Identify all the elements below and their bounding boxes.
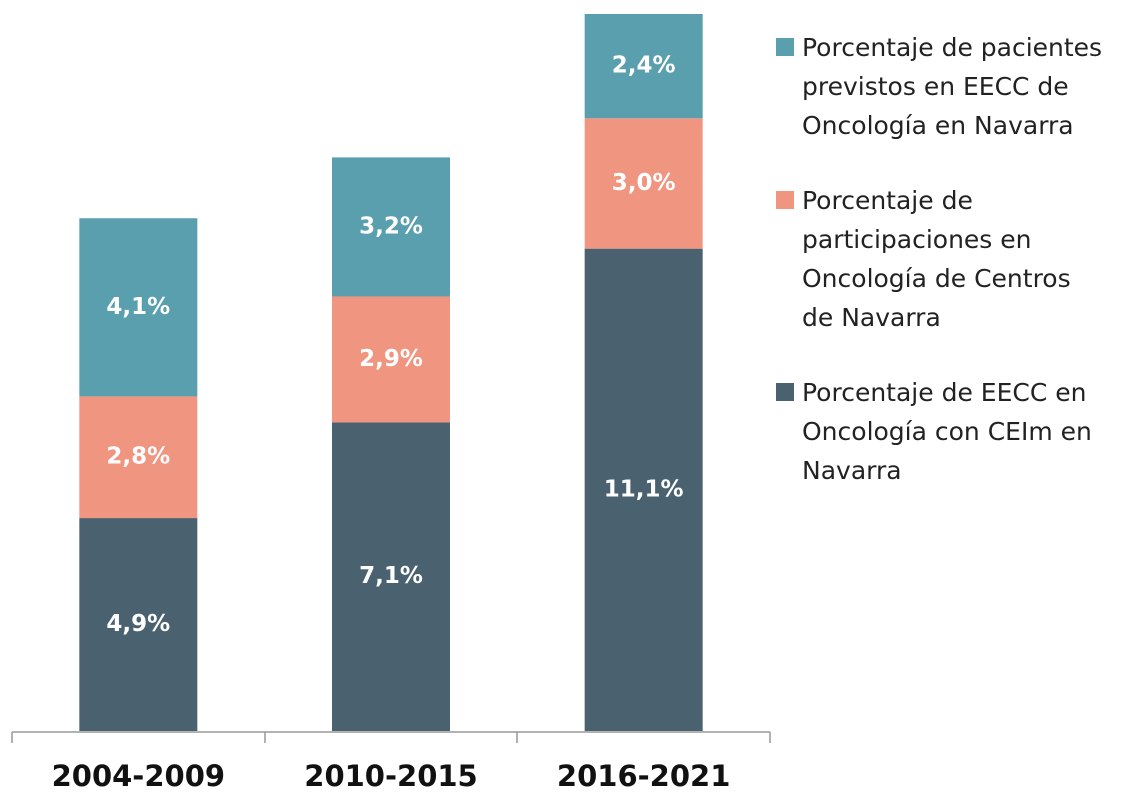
legend-item: Porcentaje de pacientes previstos en EEC… — [776, 28, 1106, 145]
data-label: 7,1% — [359, 563, 423, 589]
bar-segment — [584, 118, 703, 249]
legend: Porcentaje de pacientes previstos en EEC… — [776, 28, 1106, 490]
legend-swatch — [776, 191, 794, 209]
legend-label: Porcentaje de EECC en Oncología con CEIm… — [802, 378, 1092, 485]
bar-segment — [584, 14, 703, 119]
legend-swatch — [776, 383, 794, 401]
legend-label: Porcentaje de pacientes previstos en EEC… — [802, 33, 1103, 140]
legend-swatch — [776, 38, 794, 56]
x-tick-label: 2016-2021 — [557, 759, 730, 792]
bar-segment — [79, 396, 198, 519]
data-label: 2,4% — [612, 53, 676, 79]
legend-label: Porcentaje de participaciones en Oncolog… — [802, 186, 1071, 332]
bar-segment — [332, 157, 450, 297]
legend-item: Porcentaje de EECC en Oncología con CEIm… — [776, 373, 1106, 490]
data-label: 2,9% — [359, 346, 423, 372]
data-label: 3,2% — [359, 213, 423, 239]
bar-segment — [332, 296, 450, 423]
bar-segment — [584, 248, 703, 731]
data-label: 2,8% — [106, 444, 170, 470]
bar-segment — [79, 218, 198, 397]
data-label: 3,0% — [612, 170, 676, 196]
data-label: 4,1% — [106, 294, 170, 320]
x-tick-label: 2004-2009 — [52, 759, 225, 792]
x-tick-label: 2010-2015 — [304, 759, 477, 792]
data-label: 11,1% — [604, 476, 684, 502]
bar-segment — [79, 518, 198, 731]
data-label: 4,9% — [106, 611, 170, 637]
bar-segment — [332, 422, 450, 731]
legend-item: Porcentaje de participaciones en Oncolog… — [776, 181, 1106, 337]
